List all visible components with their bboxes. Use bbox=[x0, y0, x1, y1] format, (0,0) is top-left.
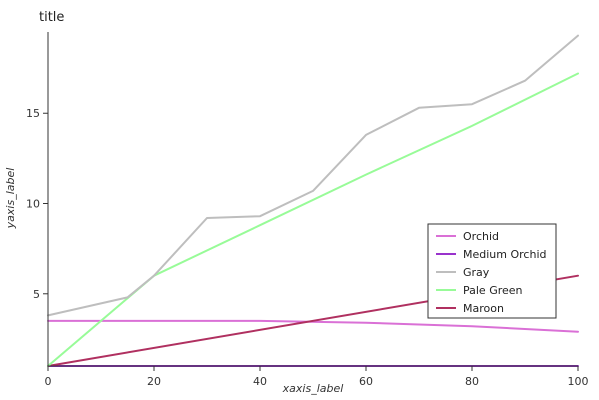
legend-label: Maroon bbox=[463, 302, 504, 315]
x-tick-label: 100 bbox=[568, 375, 589, 388]
x-axis-title: xaxis_label bbox=[282, 382, 344, 395]
legend: Orchid Medium Orchid Gray Pale Green Maroon bbox=[427, 223, 557, 319]
legend-label: Pale Green bbox=[463, 284, 523, 297]
x-tick-label: 40 bbox=[253, 375, 267, 388]
y-axis: 5 10 15 bbox=[26, 32, 49, 366]
x-axis: 0 20 40 60 80 100 bbox=[45, 365, 589, 388]
y-tick-label: 15 bbox=[26, 107, 40, 120]
x-tick-label: 0 bbox=[45, 375, 52, 388]
legend-label: Gray bbox=[463, 266, 490, 279]
chart-title: title bbox=[39, 10, 64, 25]
x-tick-label: 80 bbox=[465, 375, 479, 388]
y-axis-title: yaxis_label bbox=[4, 168, 17, 230]
legend-label: Orchid bbox=[463, 230, 499, 243]
x-tick-label: 60 bbox=[359, 375, 373, 388]
legend-label: Medium Orchid bbox=[463, 248, 546, 261]
y-tick-label: 10 bbox=[26, 198, 40, 211]
x-tick-label: 20 bbox=[147, 375, 161, 388]
series-line-orchid bbox=[47, 319, 579, 333]
series-line-gray bbox=[47, 34, 579, 317]
y-tick-label: 5 bbox=[33, 288, 40, 301]
